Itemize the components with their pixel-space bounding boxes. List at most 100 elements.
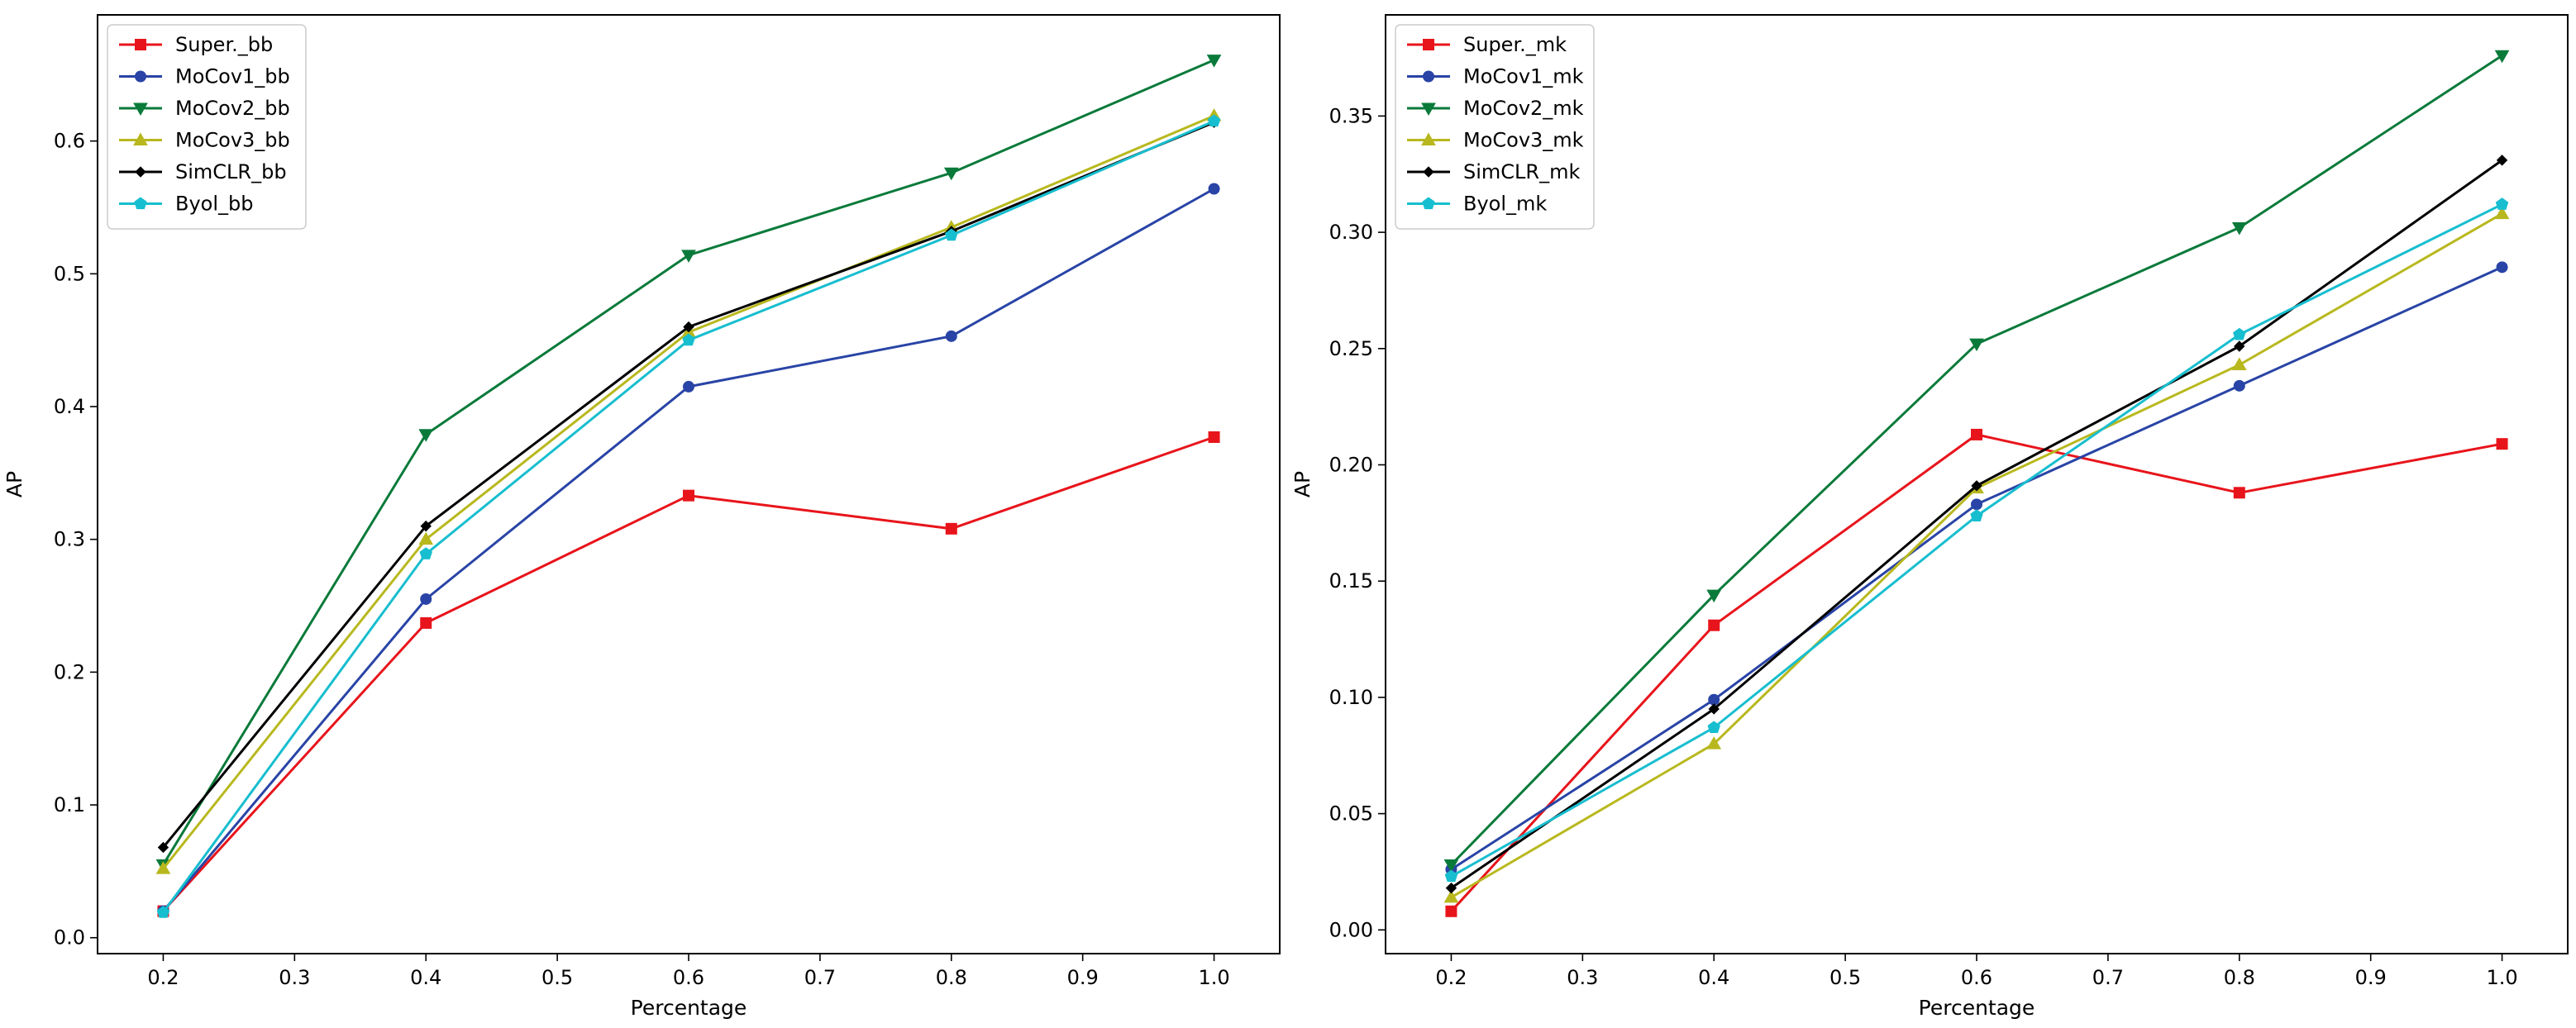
data-point [1971,428,1982,440]
series-line [1450,159,2503,889]
x-tick-label: 0.8 [2224,966,2255,989]
x-tick-label: 0.7 [2092,966,2124,989]
x-axis-label: Percentage [1919,996,2035,1020]
x-tick-label: 1.0 [2486,966,2517,989]
x-tick-label: 0.3 [279,966,310,989]
y-tick-label: 0.35 [1329,104,1373,127]
series-line [162,59,1215,866]
data-point [419,547,432,559]
data-point [1969,338,1984,352]
series-line [162,120,1215,914]
data-point [156,906,170,918]
data-point [1207,114,1221,127]
data-point [1445,882,1457,894]
legend-marker [1423,166,1434,178]
data-point [683,489,694,502]
legend-marker [135,166,146,178]
data-point [1208,183,1220,195]
data-point [1444,869,1458,883]
x-tick-label: 0.6 [1961,966,1992,989]
data-point [155,861,171,874]
data-point [420,520,432,532]
legend-label: Super._bb [175,33,273,56]
x-tick-label: 0.6 [673,966,704,989]
data-point [682,333,695,346]
y-tick-label: 0.20 [1329,454,1373,477]
data-point [1708,703,1720,715]
legend-label: MoCov2_mk [1463,97,1584,120]
data-point [2233,487,2245,499]
x-tick-label: 0.8 [936,966,967,989]
series-line [162,188,1215,912]
plot-frame [97,14,1281,954]
x-tick-label: 1.0 [1198,966,1229,989]
legend: Super._mk MoCov1_mk MoCov2_mk MoCov3_mk SimC… [1395,24,1595,230]
data-point [1706,589,1722,603]
data-point [1206,55,1222,68]
y-tick-label: 0.10 [1329,686,1373,709]
data-point [1443,859,1459,873]
legend-label: MoCov1_bb [175,65,290,88]
data-point [1707,721,1720,733]
x-tick-label: 0.7 [804,966,836,989]
data-point [420,616,432,629]
data-point [1443,889,1459,903]
data-point [420,593,432,605]
x-tick-label: 0.4 [1698,966,1729,989]
x-tick-label: 0.5 [1829,966,1861,989]
series-Byol_mk [1444,198,2509,883]
x-tick-label: 0.2 [1435,966,1467,989]
series-Byol_bb [156,114,1221,918]
legend-marker [135,39,146,50]
series-line [162,435,1215,912]
y-tick-label: 0.0 [54,926,85,949]
data-point [1706,736,1722,750]
data-point [2231,357,2247,371]
y-tick-label: 0.30 [1329,221,1373,244]
chart-right: 0.2 0.3 0.4 0.5 0.6 0.7 0.8 0.9 1.0 0.00 0.05 0.10 0… [1290,14,2569,1020]
legend-marker [1421,132,1436,145]
plot-frame [1385,14,2569,954]
data-point [2496,261,2508,274]
legend-label: MoCov1_mk [1463,65,1584,88]
data-point [2495,198,2509,210]
x-tick-label: 0.4 [410,966,441,989]
x-tick-label: 0.9 [1067,966,1099,989]
series-line [1450,54,2503,866]
legend-marker [133,102,148,117]
data-point [2494,206,2510,220]
legend-label: SimCLR_mk [1463,160,1580,183]
legend-marker [134,197,147,210]
y-tick-label: 0.00 [1329,918,1373,941]
legend-label: Byol_mk [1463,193,1547,216]
data-point [2233,327,2246,340]
data-point [1445,905,1457,917]
chart-left: 0.2 0.3 0.4 0.5 0.6 0.7 0.8 0.9 1.0 0.0 0.1 0.2 0.3 0… [2,14,1281,1020]
legend-marker [135,70,146,83]
y-axis-label: AP [1290,471,1314,497]
series-Super._mk [1445,428,2508,917]
data-point [418,429,434,442]
y-tick-label: 0.6 [54,130,85,153]
legend-marker [1421,102,1436,117]
y-tick-label: 0.15 [1329,569,1373,593]
legend-label: Super._mk [1463,33,1567,56]
data-point [1208,431,1220,443]
data-point [945,228,958,241]
legend-marker [133,132,148,145]
legend-marker [1423,39,1434,50]
x-tick-label: 0.3 [1567,966,1598,989]
y-tick-label: 0.2 [54,660,85,683]
data-point [2231,221,2247,236]
y-tick-label: 0.1 [54,793,85,816]
legend-label: MoCov3_mk [1463,129,1584,152]
x-tick-label: 0.2 [147,966,179,989]
data-point [418,531,434,545]
data-point [1971,480,1982,492]
data-point [683,380,694,393]
data-point [683,321,694,333]
data-point [157,841,169,854]
legend-label: Byol_bb [175,193,254,216]
series-line [1450,265,2503,871]
